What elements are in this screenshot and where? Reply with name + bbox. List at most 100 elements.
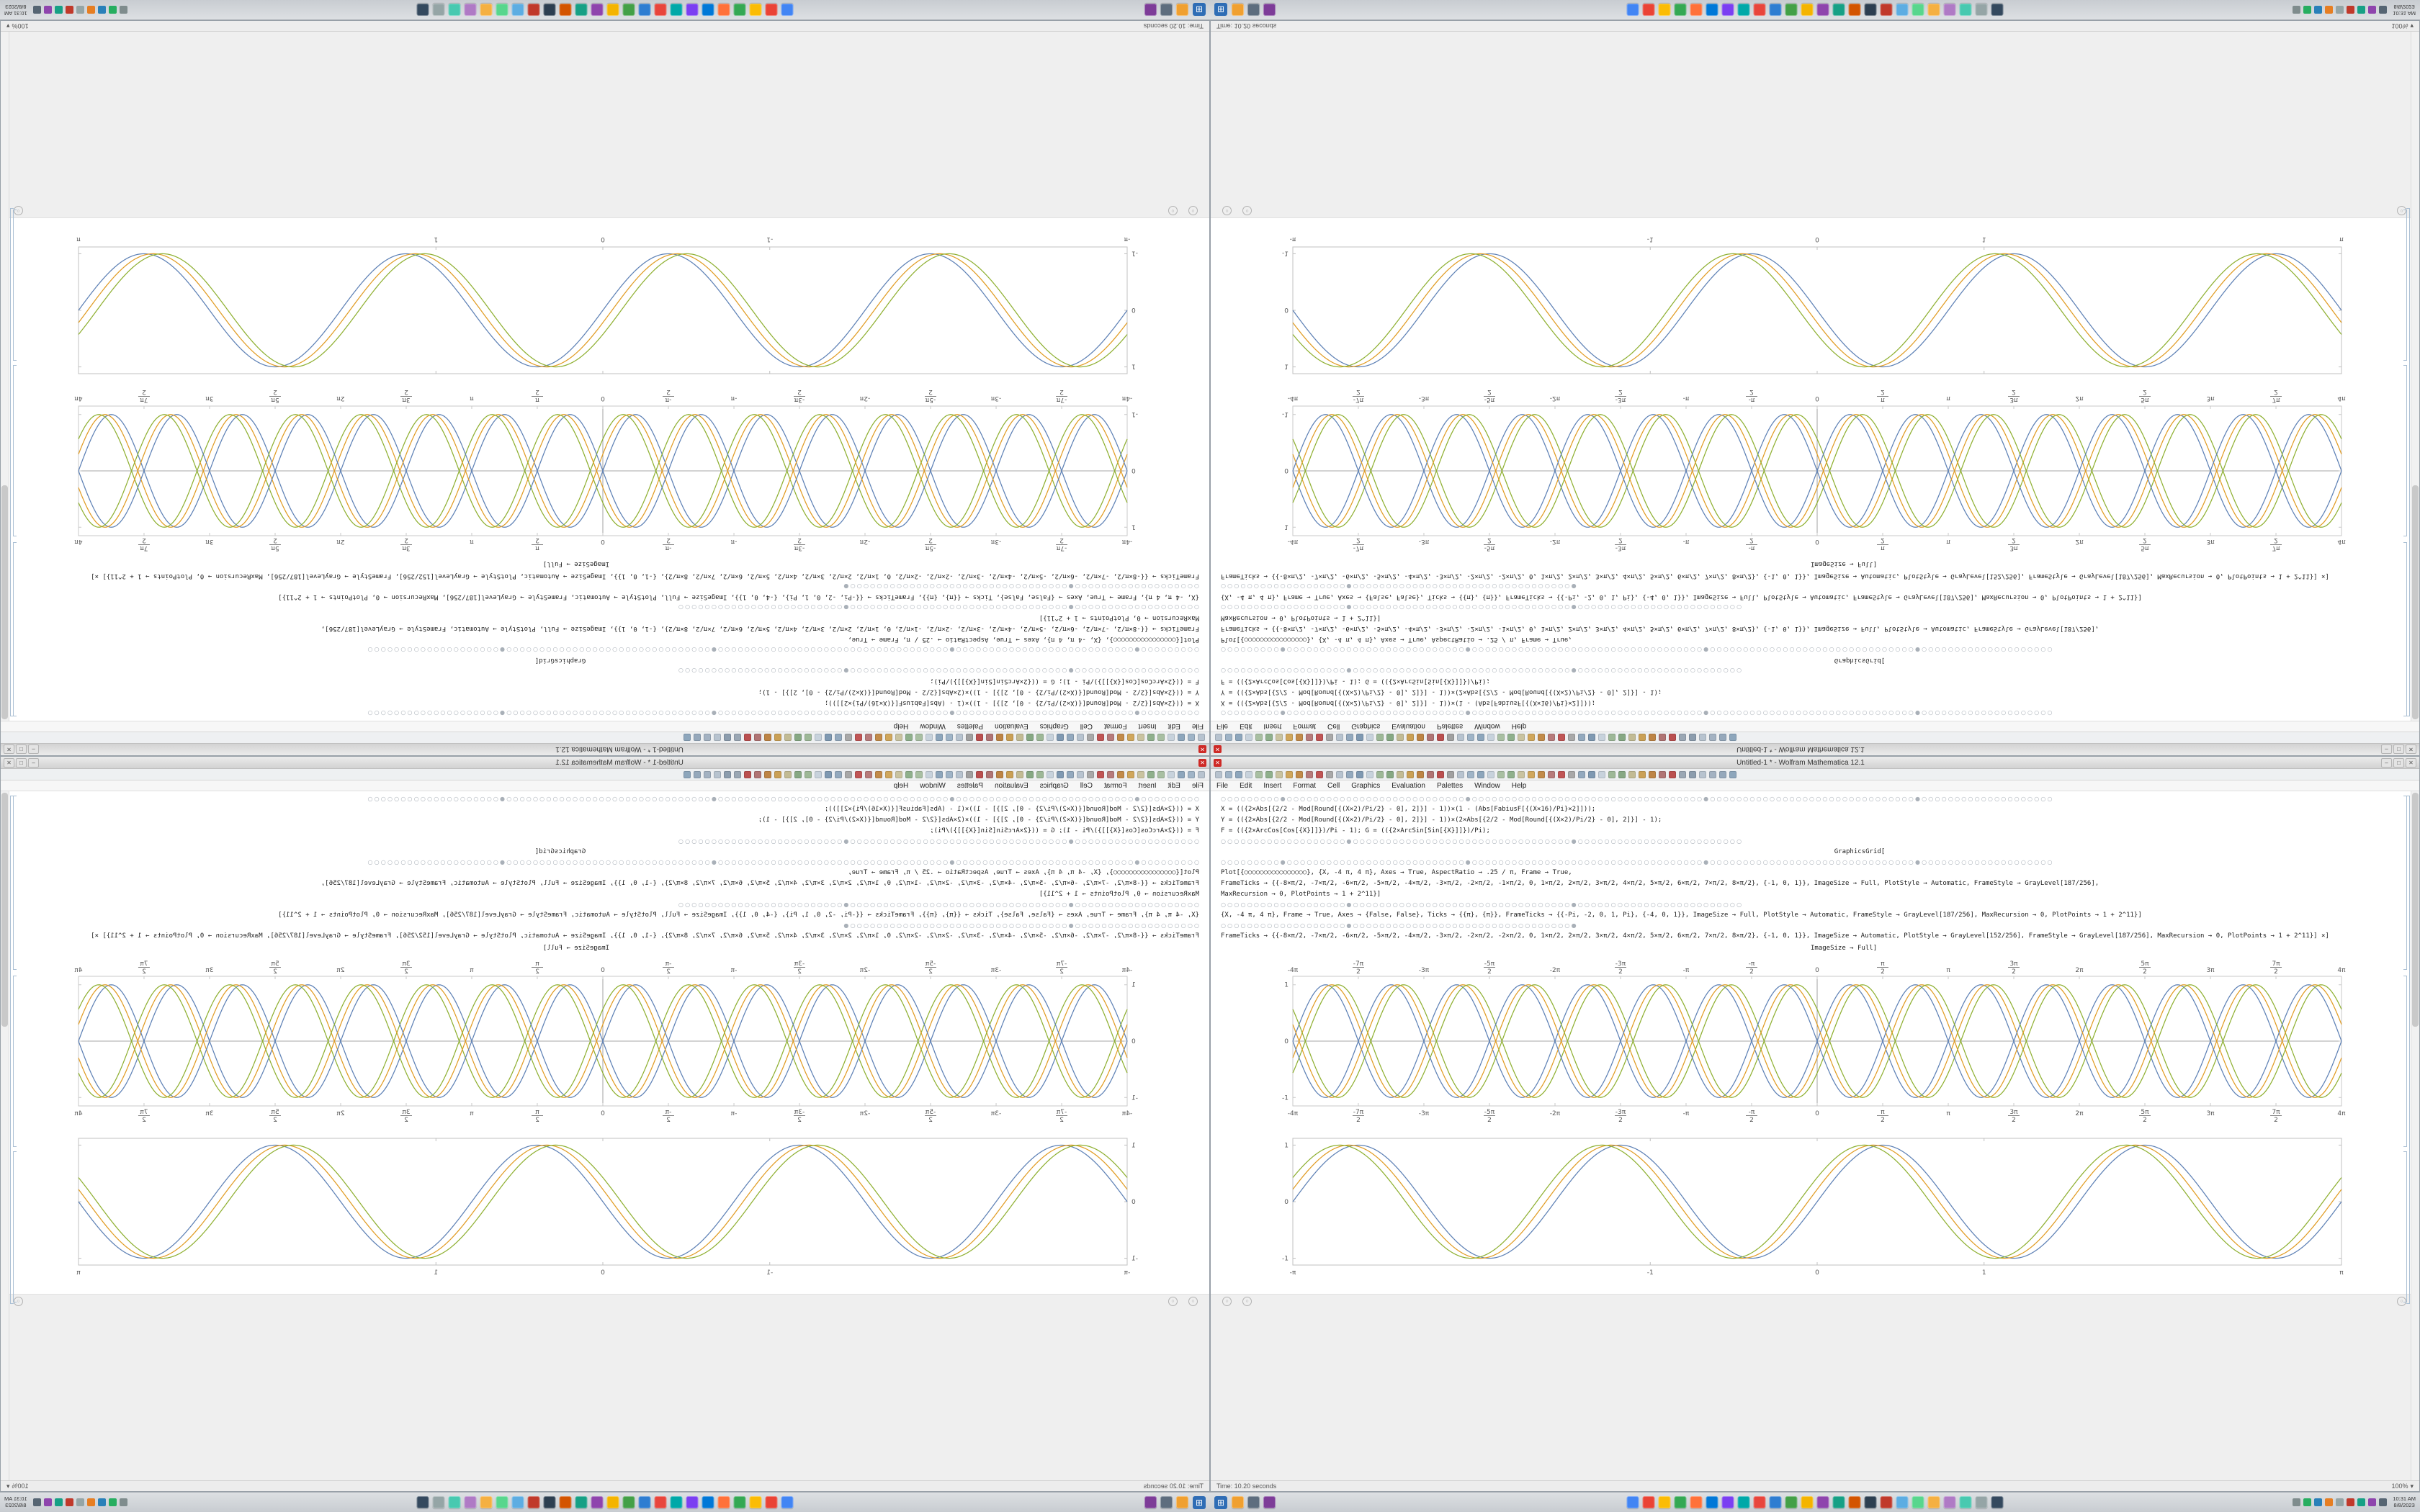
toolbar-icon-39[interactable] — [1608, 734, 1615, 742]
toolbar-icon-4[interactable] — [1157, 734, 1165, 742]
toolbar-icon-2[interactable] — [1235, 770, 1242, 778]
taskbar-app-icon[interactable] — [686, 1496, 699, 1508]
menu-edit[interactable]: Edit — [1240, 722, 1252, 731]
menu-insert[interactable]: Insert — [1263, 781, 1282, 790]
cell-group-bracket[interactable] — [2406, 796, 2410, 1304]
toolbar-icon-41[interactable] — [784, 734, 792, 742]
toolbar-icon-21[interactable] — [986, 770, 993, 778]
taskbar-clock[interactable]: 10:31 AM 8/8/2023 — [4, 1495, 30, 1508]
toolbar-icon-8[interactable] — [1296, 770, 1303, 778]
toolbar-icon-51[interactable] — [684, 734, 691, 742]
menu-insert[interactable]: Insert — [1138, 722, 1157, 731]
toolbar-icon-28[interactable] — [1497, 770, 1505, 778]
minimize-button[interactable]: – — [28, 757, 39, 768]
toolbar-icon-8[interactable] — [1296, 734, 1303, 742]
taskbar-app-icon[interactable] — [670, 4, 683, 16]
taskbar-app-icon[interactable] — [781, 1496, 794, 1508]
taskbar-app-icon[interactable] — [1706, 1496, 1718, 1508]
toolbar-icon-22[interactable] — [976, 734, 983, 742]
taskbar-app-icon[interactable] — [464, 4, 477, 16]
tray-icon[interactable] — [2336, 6, 2344, 14]
toolbar-icon-17[interactable] — [1026, 734, 1034, 742]
toolbar-icon-12[interactable] — [1336, 734, 1343, 742]
tray-icon[interactable] — [2314, 6, 2323, 14]
taskbar-app-icon[interactable] — [559, 4, 572, 16]
toolbar-icon-45[interactable] — [744, 734, 751, 742]
menu-evaluation[interactable]: Evaluation — [1392, 722, 1425, 731]
close-button[interactable]: ✕ — [2406, 757, 2416, 768]
taskbar-app-icon[interactable] — [1801, 4, 1814, 16]
toolbar-icon-18[interactable] — [1016, 734, 1023, 742]
toolbar-icon-3[interactable] — [1245, 770, 1252, 778]
taskbar-app-icon[interactable] — [496, 4, 508, 16]
toolbar-icon-42[interactable] — [1639, 770, 1646, 778]
toolbar-icon-13[interactable] — [1346, 734, 1353, 742]
toolbar-icon-10[interactable] — [1097, 770, 1104, 778]
toolbar-icon-28[interactable] — [915, 770, 923, 778]
toolbar-icon-50[interactable] — [694, 734, 701, 742]
tray-icon[interactable] — [2325, 6, 2334, 14]
tray-icon[interactable] — [2293, 1498, 2301, 1506]
toolbar-icon-2[interactable] — [1178, 770, 1185, 778]
cell-insert-indicator[interactable]: ○ — [1188, 206, 1198, 215]
toolbar-icon-26[interactable] — [936, 770, 943, 778]
taskbar-app-icon[interactable] — [1753, 1496, 1766, 1508]
taskbar-app-icon[interactable] — [448, 1496, 461, 1508]
cell-insert-indicator[interactable]: ○ — [1168, 1297, 1178, 1306]
toolbar-icon-11[interactable] — [1087, 734, 1094, 742]
toolbar-icon-8[interactable] — [1117, 734, 1124, 742]
tray-icon[interactable] — [97, 1498, 106, 1506]
toolbar-icon-6[interactable] — [1276, 734, 1283, 742]
taskbar-app-icon[interactable] — [1927, 1496, 1940, 1508]
input-cell[interactable]: ○○○○○○○○○●○○○○○○○○○○○○○○○○○○○○○○○○○○○●○○… — [19, 557, 1199, 718]
tray-icon[interactable] — [2368, 6, 2377, 14]
minimize-button[interactable]: – — [2381, 757, 2392, 768]
menu-palettes[interactable]: Palettes — [1437, 781, 1464, 790]
toolbar-icon-49[interactable] — [704, 734, 711, 742]
toolbar-icon-40[interactable] — [794, 734, 802, 742]
toolbar-icon-36[interactable] — [1578, 734, 1585, 742]
taskbar-app-icon[interactable] — [1626, 4, 1639, 16]
toolbar-icon-7[interactable] — [1286, 734, 1293, 742]
cell-insert-indicator[interactable]: ○ — [1242, 1297, 1252, 1306]
toolbar-icon-51[interactable] — [1729, 770, 1736, 778]
toolbar-icon-49[interactable] — [1709, 734, 1716, 742]
toolbar-icon-28[interactable] — [915, 734, 923, 742]
menu-insert[interactable]: Insert — [1138, 781, 1157, 790]
start-button[interactable]: ⊞ — [1193, 1495, 1206, 1509]
menu-file[interactable]: File — [1216, 722, 1229, 731]
toolbar-icon-25[interactable] — [1467, 770, 1474, 778]
taskbar-app-icon[interactable] — [1975, 4, 1988, 16]
taskbar-app-icon[interactable] — [1785, 4, 1798, 16]
cell-bracket-axes-plot[interactable] — [13, 976, 17, 1147]
toolbar-icon-4[interactable] — [1157, 770, 1165, 778]
menu-edit[interactable]: Edit — [1168, 781, 1180, 790]
taskbar-app-icon[interactable] — [1848, 1496, 1861, 1508]
toolbar-icon-14[interactable] — [1057, 734, 1064, 742]
start-button[interactable]: ⊞ — [1214, 3, 1227, 17]
menu-help[interactable]: Help — [893, 781, 909, 790]
toolbar-icon-48[interactable] — [1699, 770, 1706, 778]
toolbar-icon-33[interactable] — [865, 734, 872, 742]
toolbar-icon-7[interactable] — [1127, 770, 1134, 778]
toolbar-icon-17[interactable] — [1386, 770, 1394, 778]
menu-format[interactable]: Format — [1103, 781, 1127, 790]
start-button[interactable]: ⊞ — [1193, 3, 1206, 17]
tray-icon[interactable] — [54, 1498, 63, 1506]
vertical-scrollbar[interactable] — [2411, 791, 2419, 1480]
taskbar-app-icon[interactable] — [1674, 4, 1687, 16]
toolbar-icon-17[interactable] — [1386, 734, 1394, 742]
tray-icon[interactable] — [108, 6, 117, 14]
taskbar-app-icon[interactable] — [1690, 1496, 1703, 1508]
toolbar-icon-50[interactable] — [694, 770, 701, 778]
taskbar-app-icon[interactable] — [1816, 4, 1829, 16]
toolbar-icon-15[interactable] — [1366, 734, 1373, 742]
toolbar-icon-19[interactable] — [1407, 770, 1414, 778]
toolbar-icon-9[interactable] — [1306, 734, 1313, 742]
vertical-scrollbar[interactable] — [1, 32, 9, 721]
tray-icon[interactable] — [32, 6, 41, 14]
toolbar-icon-0[interactable] — [1215, 770, 1222, 778]
input-cell[interactable]: ○○○○○○○○○●○○○○○○○○○○○○○○○○○○○○○○○○○○○●○○… — [1221, 794, 2401, 955]
cell-insert-indicator[interactable]: ○ — [1168, 206, 1178, 215]
toolbar-icon-3[interactable] — [1245, 734, 1252, 742]
